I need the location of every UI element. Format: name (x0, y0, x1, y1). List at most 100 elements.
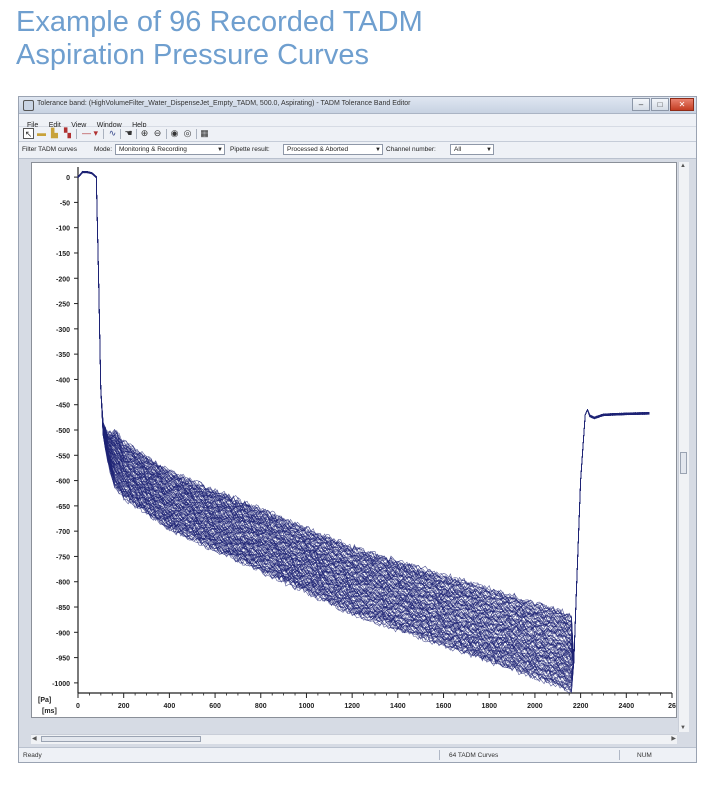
x-tick-label: 1200 (344, 703, 360, 710)
x-tick-label: 1600 (436, 703, 452, 710)
toolbar: ↖ ▬ ▙ ▚ — ▾ ∿ ☚ ⊕ ⊖ ◉ ◎ ▦ (19, 127, 696, 142)
tadm-curve (77, 171, 650, 693)
tadm-curve (77, 171, 650, 676)
remove-icon[interactable]: ◎ (183, 128, 192, 138)
close-button[interactable]: ✕ (670, 98, 694, 111)
window-controls: – □ ✕ (632, 98, 694, 111)
mode-dropdown[interactable]: Monitoring & Recording ▼ (115, 144, 225, 155)
y-tick-label: -750 (56, 554, 70, 561)
x-tick-label: 26 (668, 703, 676, 710)
tadm-curve (77, 171, 650, 663)
menu-help[interactable]: Help (132, 122, 147, 129)
y-tick-label: -100 (56, 226, 70, 233)
line-style-icon[interactable]: — ▾ (81, 128, 99, 138)
tadm-curve (77, 171, 650, 663)
tadm-curve (77, 171, 650, 663)
y-tick-label: -950 (56, 656, 70, 663)
tadm-curve (77, 171, 650, 663)
y-tick-label: -250 (56, 302, 70, 309)
channel-dropdown[interactable]: All ▼ (450, 144, 494, 155)
vertical-scroll-thumb[interactable] (680, 452, 687, 474)
curve-group (77, 170, 650, 694)
tadm-curve (77, 171, 650, 667)
status-num: NUM (637, 752, 652, 759)
chevron-down-icon: ▼ (486, 147, 492, 153)
vertical-scrollbar[interactable]: ▲ ▼ (678, 162, 689, 732)
print-icon[interactable]: ▚ (64, 128, 71, 138)
add-icon[interactable]: ◉ (170, 128, 179, 138)
scroll-left-icon[interactable]: ◀ (32, 736, 37, 742)
chevron-down-icon: ▼ (375, 147, 381, 153)
tadm-curve (77, 171, 650, 663)
tadm-chart: 0 -50 -100 -150 -200 -250 -300 -350 -400 -450 -500… (38, 167, 676, 715)
page-title-line2: Aspiration Pressure Curves (16, 39, 369, 71)
x-tick-label: 1800 (481, 703, 497, 710)
plot-area[interactable]: 0 -50 -100 -150 -200 -250 -300 -350 -400 -450 -500… (31, 162, 677, 718)
menu-view[interactable]: View (71, 122, 87, 129)
scroll-down-icon[interactable]: ▼ (680, 725, 686, 731)
x-tick-label: 2200 (573, 703, 589, 710)
zoom-out-icon[interactable]: ⊖ (153, 128, 162, 138)
tadm-curve (77, 171, 650, 682)
curve-icon[interactable]: ∿ (108, 128, 117, 138)
x-tick-label: 400 (164, 703, 176, 710)
page-title: Example of 96 Recorded TADM Aspiration P… (16, 6, 706, 72)
tadm-curve (77, 171, 650, 663)
save-icon[interactable]: ▙ (51, 128, 58, 138)
chevron-down-icon: ▼ (217, 147, 223, 153)
maximize-button[interactable]: □ (651, 98, 669, 111)
y-tick-label: -300 (56, 327, 70, 334)
tadm-curve (77, 171, 650, 664)
tadm-curve (77, 171, 650, 694)
y-axis-label: [Pa] (38, 697, 51, 704)
y-tick-label: -200 (56, 276, 70, 283)
tadm-curve (77, 171, 650, 680)
tadm-curve (77, 171, 650, 664)
tadm-curve (77, 171, 650, 663)
y-tick-label: -700 (56, 529, 70, 536)
x-tick-label: 600 (209, 703, 221, 710)
tadm-curve (77, 171, 650, 673)
pipette-value: Processed & Aborted (287, 146, 349, 153)
scroll-right-icon[interactable]: ▶ (671, 736, 676, 742)
channel-value: All (454, 146, 462, 153)
window-titlebar[interactable]: Tolerance band: (HighVolumeFilter_Water_… (19, 97, 696, 114)
menu-edit[interactable]: Edit (48, 122, 61, 129)
y-tick-label: -400 (56, 377, 70, 384)
y-tick-label: -1000 (52, 681, 70, 688)
hand-icon[interactable]: ☚ (124, 128, 133, 138)
tadm-curve (77, 171, 650, 664)
window-title: Tolerance band: (HighVolumeFilter_Water_… (37, 100, 411, 107)
x-tick-label: 1400 (390, 703, 406, 710)
grid-icon[interactable]: ▦ (200, 128, 209, 138)
pipette-label: Pipette result: (230, 146, 270, 153)
tadm-curve (77, 171, 650, 677)
tadm-curve (77, 171, 650, 663)
status-bar: Ready 64 TADM Curves NUM (19, 747, 696, 762)
select-arrow-icon[interactable]: ↖ (23, 128, 34, 139)
tadm-curve (77, 170, 650, 663)
tadm-curve (77, 171, 650, 686)
page-title-line1: Example of 96 Recorded TADM (16, 6, 423, 38)
filter-bar: Filter TADM curves Mode: Monitoring & Re… (19, 142, 696, 159)
y-tick-label: -50 (60, 200, 70, 207)
open-folder-icon[interactable]: ▬ (37, 128, 46, 138)
zoom-in-icon[interactable]: ⊕ (140, 128, 149, 138)
x-tick-label: 2000 (527, 703, 543, 710)
horizontal-scroll-thumb[interactable] (41, 736, 201, 742)
minimize-button[interactable]: – (632, 98, 650, 111)
y-tick-label: -900 (56, 630, 70, 637)
tadm-curve (77, 171, 650, 681)
y-tick-label: -150 (56, 251, 70, 258)
menu-bar: File Edit View Window Help (19, 114, 696, 129)
x-tick-label: 0 (76, 703, 80, 710)
horizontal-scrollbar[interactable]: ◀ ▶ (31, 734, 677, 744)
y-tick-label: -600 (56, 479, 70, 486)
pipette-dropdown[interactable]: Processed & Aborted ▼ (283, 144, 383, 155)
menu-window[interactable]: Window (96, 122, 122, 129)
scroll-up-icon[interactable]: ▲ (680, 163, 686, 169)
tadm-curve (77, 171, 650, 664)
menu-file[interactable]: File (27, 122, 39, 129)
app-window: Tolerance band: (HighVolumeFilter_Water_… (18, 96, 697, 763)
x-tick-label: 800 (255, 703, 267, 710)
